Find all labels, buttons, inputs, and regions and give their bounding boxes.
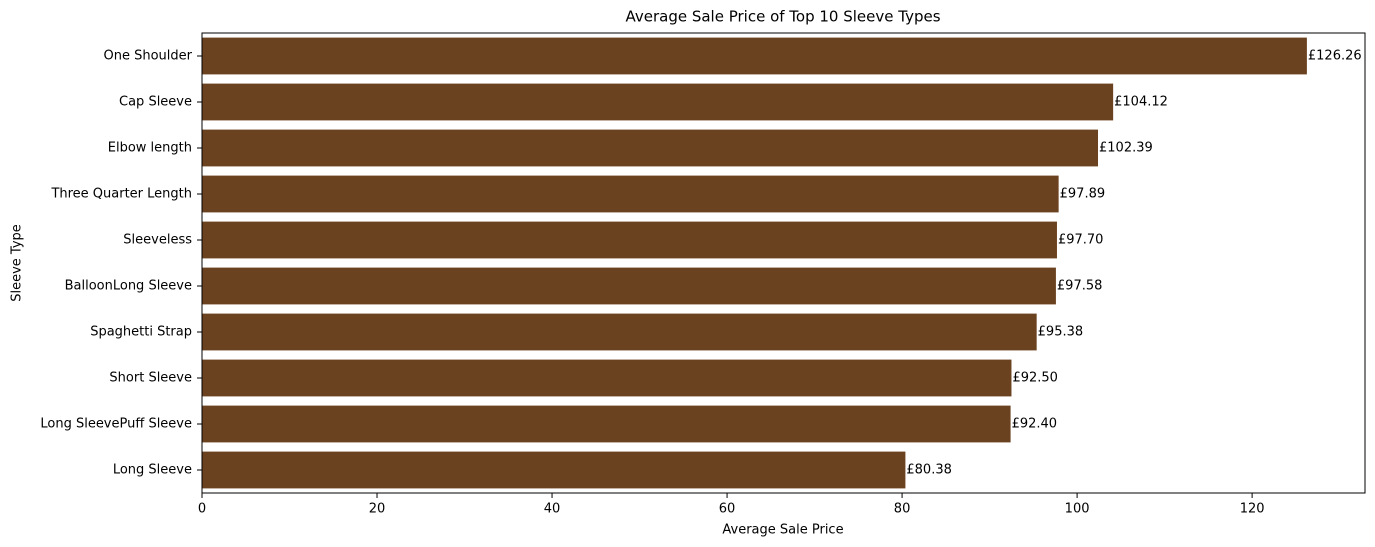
x-axis-label: Average Sale Price: [722, 523, 843, 538]
chart-title: Average Sale Price of Top 10 Sleeve Type…: [625, 8, 940, 26]
value-label: £126.26: [1308, 49, 1362, 64]
y-tick-label: Three Quarter Length: [50, 187, 192, 202]
value-label: £92.50: [1012, 371, 1057, 386]
bar: [202, 129, 1099, 167]
x-tick-label: 0: [198, 502, 206, 517]
y-tick-label: Elbow length: [108, 141, 192, 156]
bar: [202, 37, 1307, 75]
y-tick-label: Long SleevePuff Sleeve: [40, 417, 192, 432]
y-tick-label: BalloonLong Sleeve: [65, 279, 192, 294]
value-label: £97.58: [1057, 279, 1103, 294]
x-tick-label: 100: [1065, 502, 1090, 517]
x-tick-label: 120: [1240, 502, 1265, 517]
y-tick-label: One Shoulder: [104, 49, 193, 64]
bar: [202, 267, 1056, 305]
bar: [202, 313, 1037, 351]
value-label: £97.89: [1060, 187, 1106, 202]
bar: [202, 359, 1012, 397]
y-tick-label: Cap Sleeve: [119, 95, 192, 110]
x-tick-label: 40: [544, 502, 561, 517]
y-axis-label: Sleeve Type: [10, 224, 25, 302]
bar: [202, 83, 1114, 121]
bar: [202, 175, 1059, 213]
bar: [202, 405, 1011, 443]
x-tick-label: 20: [369, 502, 386, 517]
value-label: £80.38: [906, 463, 952, 478]
value-label: £97.70: [1058, 233, 1104, 248]
x-tick-label: 60: [719, 502, 736, 517]
y-tick-label: Spaghetti Strap: [90, 325, 192, 340]
bar: [202, 221, 1057, 259]
bar: [202, 451, 906, 489]
value-label: £92.40: [1012, 417, 1058, 432]
x-tick-label: 80: [894, 502, 911, 517]
y-tick-label: Long Sleeve: [113, 463, 192, 478]
value-label: £102.39: [1099, 141, 1153, 156]
y-tick-label: Sleeveless: [123, 233, 192, 248]
y-tick-label: Short Sleeve: [109, 371, 192, 386]
value-label: £104.12: [1114, 95, 1168, 110]
value-label: £95.38: [1038, 325, 1084, 340]
plot-frame: [201, 32, 1366, 494]
